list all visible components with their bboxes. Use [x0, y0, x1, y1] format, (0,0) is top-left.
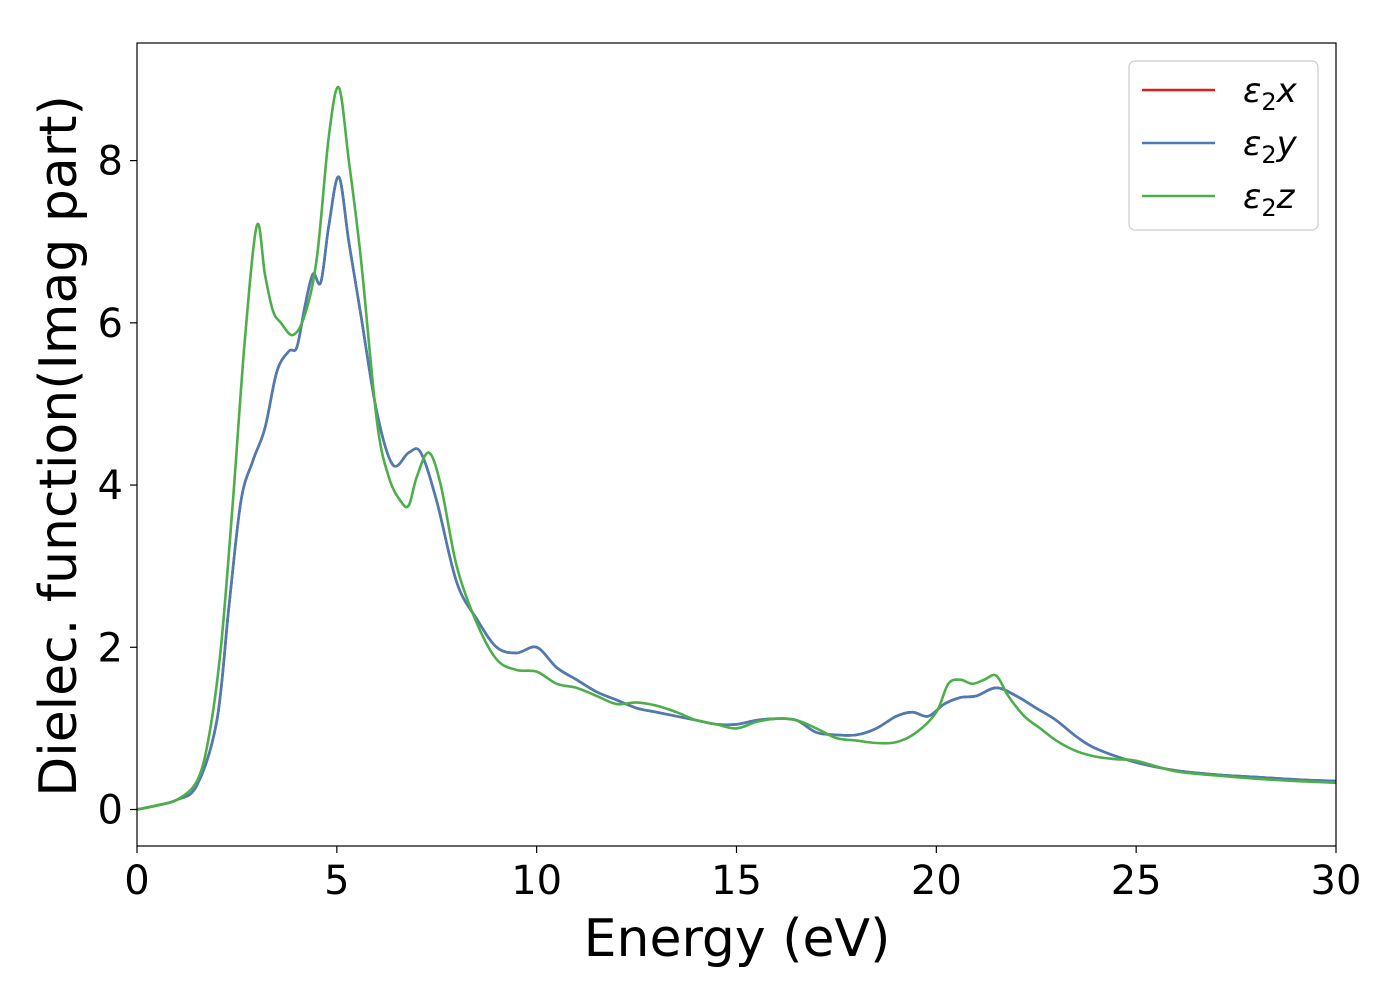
legend-label-1: ε2y	[1243, 124, 1298, 169]
legend-box	[1128, 60, 1319, 231]
x-axis-title: Energy (eV)	[584, 909, 891, 969]
series-line-0	[137, 175, 1336, 811]
x-tick-label: 15	[711, 858, 762, 904]
x-tick-label: 25	[1111, 858, 1162, 904]
legend-label-2: ε2z	[1243, 177, 1296, 222]
y-tick-label: 6	[98, 301, 123, 347]
series-line-1	[137, 175, 1336, 811]
series-line-2	[137, 86, 1336, 811]
y-tick-label: 0	[98, 788, 123, 834]
x-tick-label: 5	[324, 858, 349, 904]
legend: ε2x ε2y ε2z	[1128, 60, 1319, 231]
x-tick-label: 30	[1311, 858, 1362, 904]
x-tick-label: 0	[124, 858, 149, 904]
plot-area	[137, 86, 1336, 811]
legend-label-0: ε2x	[1243, 71, 1298, 116]
y-tick-label: 4	[98, 463, 123, 509]
y-tick-label: 8	[98, 139, 123, 185]
y-axis-title: Dielec. function(Imag part)	[29, 95, 89, 797]
x-tick-label: 10	[511, 858, 562, 904]
x-tick-label: 20	[911, 858, 962, 904]
axes: 0 5 10 15 20 25 30 0 2 4 6 8	[98, 42, 1362, 904]
y-tick-label: 2	[98, 625, 123, 671]
